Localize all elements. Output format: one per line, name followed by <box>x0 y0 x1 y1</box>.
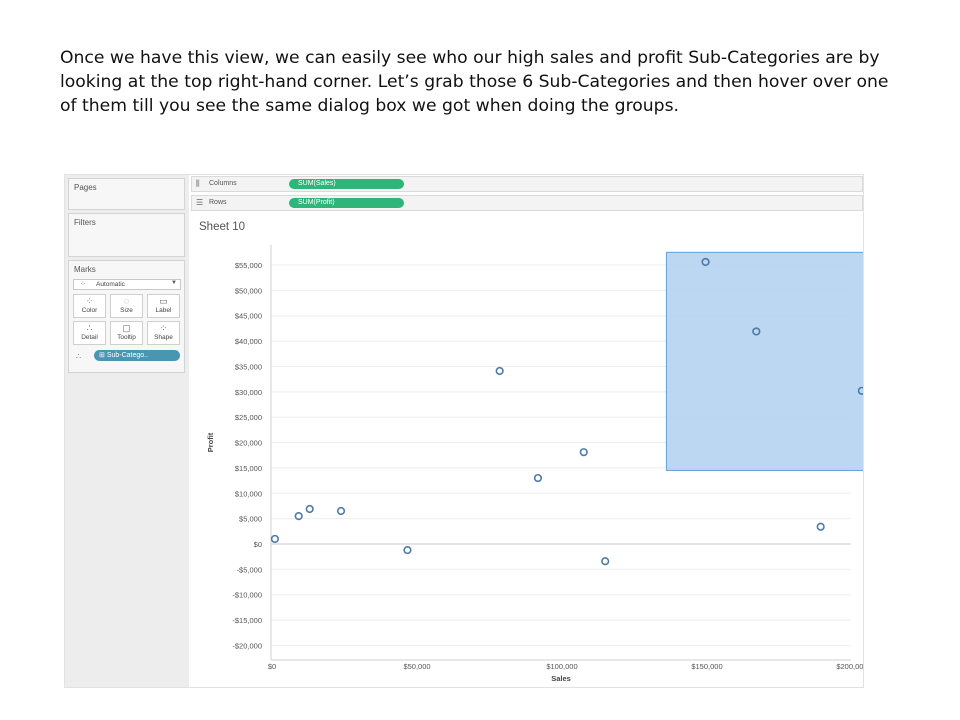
x-tick-label: $150,000 <box>691 662 722 671</box>
x-tick-label: $0 <box>268 662 276 671</box>
size-button[interactable]: ◌ Size <box>110 294 143 318</box>
label-button[interactable]: ▭ Label <box>147 294 180 318</box>
rows-icon: ☰ <box>196 198 204 207</box>
detail-button[interactable]: ∴ Detail <box>73 321 106 345</box>
scatter-point <box>336 506 346 516</box>
scatter-point <box>857 386 863 395</box>
y-tick-label: $35,000 <box>235 362 262 371</box>
selection-rectangle <box>665 251 863 471</box>
filters-title: Filters <box>74 218 96 227</box>
shape-icon: ⁘ <box>159 323 168 333</box>
y-tick-label: $40,000 <box>235 337 262 346</box>
scatter-point <box>270 534 279 544</box>
y-axis-title: Profit <box>206 432 215 452</box>
columns-label: Columns <box>209 180 237 187</box>
sub-category-pill[interactable]: ⊞ Sub-Catego.. <box>94 350 180 361</box>
y-tick-label: -$20,000 <box>232 641 262 650</box>
y-tick-label: -$15,000 <box>232 616 262 625</box>
marks-card: Marks ⁘ Automatic ▼ ⁘ Color ◌ Size ▭ Lab… <box>68 260 185 373</box>
sheet-title: Sheet 10 <box>199 221 246 233</box>
y-tick-label: -$5,000 <box>237 565 262 574</box>
left-pane: Pages Filters Marks ⁘ Automatic ▼ ⁘ Colo… <box>65 175 189 687</box>
sub-category-pill-label: Sub-Catego.. <box>106 352 149 359</box>
pill-field-icon: ⊞ <box>99 352 107 359</box>
scatter-point <box>579 448 588 457</box>
tooltip-label: Tooltip <box>117 334 136 341</box>
scatter-point <box>294 512 303 521</box>
label-label: Label <box>155 307 172 314</box>
scatter-point <box>752 327 761 336</box>
mark-type-value: Automatic <box>96 281 125 288</box>
y-tick-label: $50,000 <box>235 286 262 295</box>
scatter-point <box>495 366 504 376</box>
label-icon: ▭ <box>159 296 168 306</box>
detail-encoding-icon: ∴ <box>76 352 82 361</box>
x-tick-label: $200,000 <box>836 662 863 671</box>
chevron-down-icon: ▼ <box>171 280 177 286</box>
x-axis-title: Sales <box>551 674 571 683</box>
y-tick-label: $25,000 <box>235 413 262 422</box>
rows-shelf[interactable]: ☰ Rows SUM(Profit) <box>191 195 863 211</box>
scatter-point <box>533 473 543 483</box>
sum-profit-pill[interactable]: SUM(Profit) <box>289 198 404 208</box>
sum-sales-pill[interactable]: SUM(Sales) <box>289 179 404 189</box>
scatter-point <box>816 522 825 531</box>
columns-shelf[interactable]: ⫼ Columns SUM(Sales) <box>191 176 863 192</box>
pages-title: Pages <box>74 183 97 192</box>
mark-type-icon: ⁘ <box>80 281 86 288</box>
scatter-point <box>305 504 314 514</box>
shape-button[interactable]: ⁘ Shape <box>147 321 180 345</box>
x-tick-label: $50,000 <box>403 662 430 671</box>
rows-label: Rows <box>209 199 227 206</box>
y-tick-label: $55,000 <box>235 261 262 270</box>
y-tick-label: $0 <box>254 540 262 549</box>
tooltip-button[interactable]: ▢ Tooltip <box>110 321 143 345</box>
detail-label: Detail <box>81 334 98 341</box>
size-icon: ◌ <box>123 296 130 306</box>
y-tick-label: $20,000 <box>235 439 262 448</box>
y-tick-label: $15,000 <box>235 464 262 473</box>
marks-title: Marks <box>74 265 96 274</box>
x-tick-label: $100,000 <box>546 662 577 671</box>
tableau-workspace: Pages Filters Marks ⁘ Automatic ▼ ⁘ Colo… <box>64 174 864 688</box>
scatter-plot[interactable]: $55,000 $50,000 $45,000 $40,000 $35,000 $30,0… <box>191 235 863 687</box>
columns-icon: ⫼ <box>196 179 200 188</box>
tooltip-icon: ▢ <box>122 323 131 333</box>
size-label: Size <box>120 307 133 314</box>
y-tick-label: $45,000 <box>235 312 262 321</box>
scatter-point <box>601 557 610 566</box>
y-tick-label: -$10,000 <box>232 591 262 600</box>
color-icon: ⁘ <box>85 296 94 306</box>
shape-label: Shape <box>154 334 173 341</box>
mark-type-dropdown[interactable]: ⁘ Automatic ▼ <box>73 279 181 290</box>
scatter-point <box>701 257 710 267</box>
filters-shelf[interactable]: Filters <box>68 213 185 257</box>
caption-text: Once we have this view, we can easily se… <box>60 48 889 117</box>
pages-shelf[interactable]: Pages <box>68 178 185 210</box>
y-tick-label: $5,000 <box>239 515 262 524</box>
y-tick-label: $30,000 <box>235 388 262 397</box>
color-label: Color <box>81 307 98 314</box>
y-tick-label: $10,000 <box>235 489 262 498</box>
scatter-point <box>403 545 412 555</box>
color-button[interactable]: ⁘ Color <box>73 294 106 318</box>
detail-icon: ∴ <box>86 323 93 333</box>
